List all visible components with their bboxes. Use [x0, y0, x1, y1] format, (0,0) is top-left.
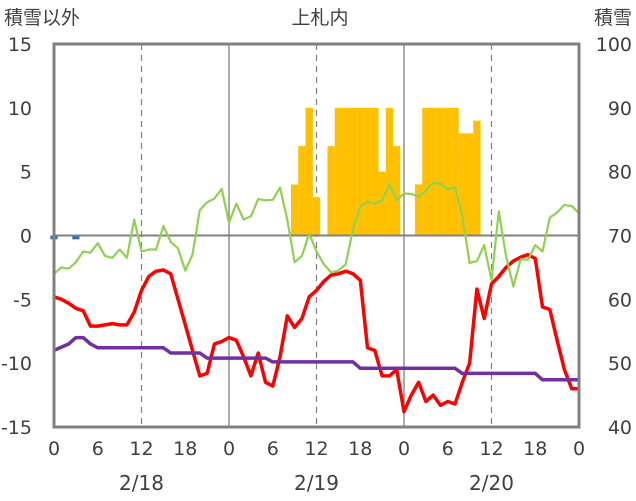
- orange-bar: [290, 184, 299, 236]
- orange-bar: [414, 184, 423, 236]
- x-tick-label: 18: [523, 438, 547, 460]
- right-tick-label: 50: [608, 353, 632, 375]
- orange-bar: [444, 107, 452, 236]
- orange-bar: [327, 146, 335, 236]
- red-series-line: [53, 252, 579, 414]
- bars: [50, 107, 481, 240]
- orange-bar: [393, 146, 401, 236]
- x-tick-label: 0: [48, 438, 60, 460]
- orange-bar: [349, 107, 357, 236]
- orange-bar: [458, 133, 466, 236]
- x-tick-label: 12: [479, 438, 503, 460]
- day-label: 2/20: [469, 471, 514, 495]
- left-tick-label: 5: [20, 162, 32, 184]
- orange-bar: [385, 107, 394, 236]
- x-tick-label: 0: [223, 438, 235, 460]
- orange-bar: [298, 146, 306, 236]
- right-tick-label: 70: [608, 226, 632, 248]
- day-label: 2/19: [294, 471, 339, 495]
- right-tick-label: 80: [608, 162, 632, 184]
- x-tick-label: 0: [398, 438, 410, 460]
- orange-bar: [371, 107, 379, 236]
- right-tick-label: 40: [608, 417, 632, 439]
- plot-frame: [52, 42, 581, 429]
- left-tick-labels: 15 10 5 0 -5 -10 -15: [1, 34, 32, 439]
- orange-bar: [334, 107, 343, 236]
- chart-title: 上札内: [291, 7, 348, 29]
- left-tick-label: -15: [1, 417, 32, 439]
- series-lines: [53, 181, 580, 414]
- orange-bar: [465, 133, 474, 236]
- x-tick-label: 18: [348, 438, 372, 460]
- left-tick-label: 15: [8, 34, 32, 56]
- orange-bar: [305, 107, 313, 236]
- x-tick-label: 12: [304, 438, 328, 460]
- orange-bar: [378, 171, 386, 236]
- orange-bar: [312, 197, 321, 236]
- right-tick-label: 60: [608, 289, 632, 311]
- right-tick-label: 100: [596, 34, 632, 56]
- left-tick-label: -10: [1, 353, 32, 375]
- orange-bar: [436, 107, 445, 236]
- left-axis-title: 積雪以外: [4, 7, 80, 29]
- orange-bar: [422, 107, 430, 236]
- orange-bar: [342, 107, 350, 236]
- day-label: 2/18: [119, 471, 164, 495]
- right-tick-label: 90: [608, 98, 632, 120]
- orange-bar: [363, 107, 372, 236]
- day-labels: 2/18 2/19 2/20: [119, 471, 514, 495]
- left-tick-label: -5: [13, 289, 32, 311]
- purple-series-line: [53, 335, 579, 382]
- x-tick-labels: 0 6 12 18 0 6 12 18 0 6 12 18 0: [48, 438, 585, 460]
- blue-bar: [72, 235, 80, 240]
- x-tick-label: 6: [442, 438, 454, 460]
- x-tick-label: 12: [129, 438, 153, 460]
- green-series-line: [53, 181, 580, 288]
- x-tick-label: 6: [92, 438, 104, 460]
- x-tick-label: 0: [573, 438, 585, 460]
- orange-bar: [356, 107, 364, 236]
- orange-bar: [451, 107, 459, 236]
- orange-bar: [473, 120, 481, 236]
- x-tick-label: 6: [267, 438, 279, 460]
- x-tick-label: 18: [173, 438, 197, 460]
- right-axis-title: 積雪: [594, 7, 632, 29]
- left-tick-label: 0: [20, 226, 32, 248]
- left-tick-label: 10: [8, 98, 32, 120]
- orange-bar: [429, 107, 437, 236]
- right-tick-labels: 100 90 80 70 60 50 40: [596, 34, 632, 439]
